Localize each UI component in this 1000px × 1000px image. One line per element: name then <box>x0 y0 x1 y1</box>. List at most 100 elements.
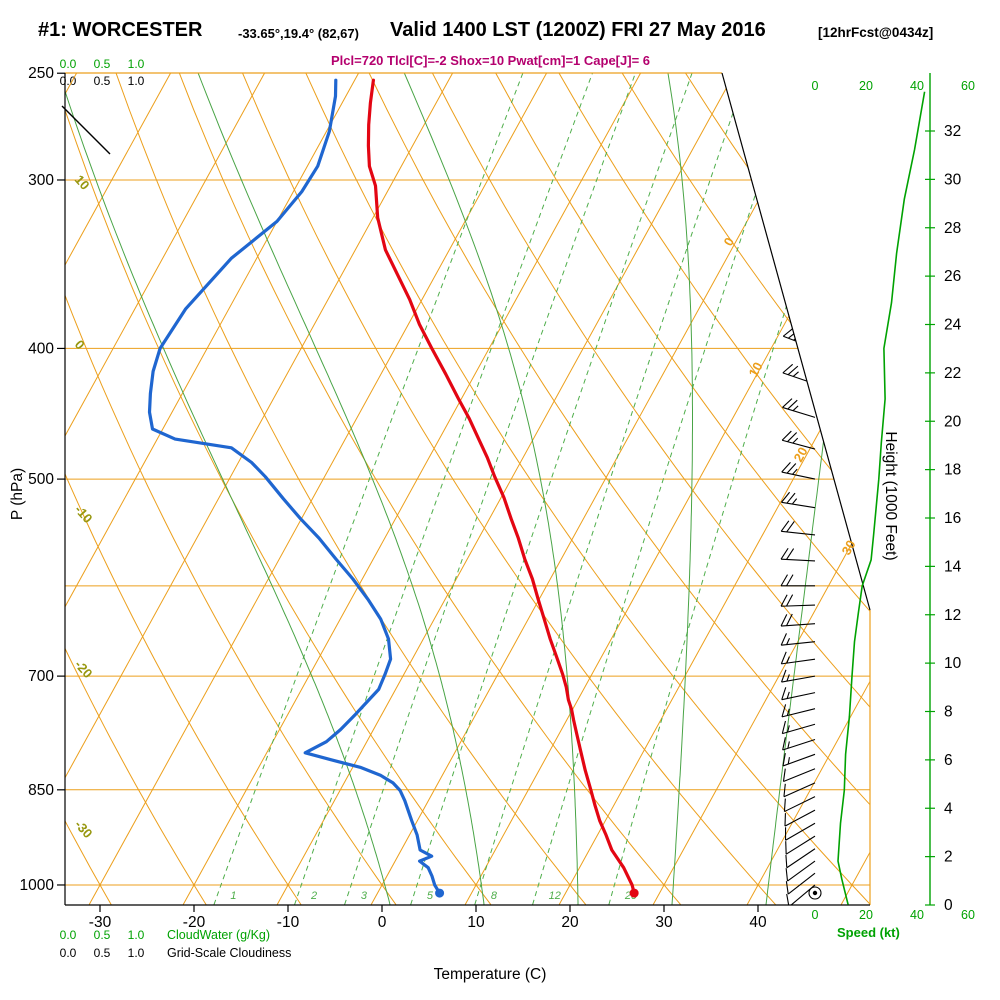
barb-tick <box>783 289 795 298</box>
mixing-ratio-line <box>213 73 524 905</box>
speed-profile-line <box>837 91 926 905</box>
adiabat-exit-label: 10 <box>72 172 93 193</box>
temperature-tick-label: 20 <box>561 914 579 931</box>
isotherm-line <box>182 73 641 905</box>
barb-tick <box>785 854 788 868</box>
barb-tick <box>786 594 794 607</box>
cloudiness-axis-label: Grid-Scale Cloudiness <box>167 946 292 960</box>
surface-temperature-dot <box>629 888 639 898</box>
barb-tick <box>783 798 786 812</box>
station-coords: -33.65°,19.4° (82,67) <box>238 26 359 41</box>
height-tick-label: 0 <box>944 897 953 914</box>
isotherm-exit-label: 10 <box>746 360 766 380</box>
dry-adiabat <box>558 73 870 905</box>
mixing-ratio-label: 8 <box>491 890 498 902</box>
adiabat-exit-label: -30 <box>72 817 96 841</box>
isotherm-line <box>652 73 870 905</box>
height-tick-label: 8 <box>944 704 953 721</box>
barb-staff <box>785 835 816 855</box>
mixing-ratio-label: 1 <box>230 890 236 902</box>
barb-staff <box>784 163 816 181</box>
barb-tick <box>787 399 798 410</box>
scale-tick: 1.0 <box>127 928 145 942</box>
barb-staff <box>785 110 816 130</box>
barb-staff <box>781 675 816 683</box>
adiabat-exit-label: -20 <box>72 657 96 681</box>
isotherm-exit-label: 20 <box>791 445 811 465</box>
barb-tick <box>793 293 805 303</box>
pressure-tick-label: 700 <box>28 668 54 685</box>
pressure-tick-label: 250 <box>28 65 54 82</box>
plot-frame <box>61 72 871 906</box>
barb-tick <box>785 881 789 895</box>
station-circle-dot <box>812 890 818 896</box>
cloudiness-scale-top: 0.0 0.5 1.0 <box>51 74 153 88</box>
barb-tick <box>794 208 806 217</box>
page-title: #1: WORCESTER <box>38 19 203 41</box>
mixing-ratio-line <box>344 73 636 905</box>
barb-tick <box>786 613 793 626</box>
dry-adiabat <box>242 73 776 905</box>
dry-adiabat <box>65 73 207 905</box>
height-tick-label: 4 <box>944 800 953 817</box>
barb-tick <box>780 491 791 503</box>
barb-staff <box>786 848 816 869</box>
scale-tick: 0.5 <box>93 57 111 71</box>
pressure-axis-label: P (hPa) <box>9 467 26 521</box>
barb-tick <box>787 365 799 376</box>
scale-tick: 0.5 <box>93 928 111 942</box>
isotherm-line <box>65 73 171 905</box>
adiabat-exit-label: -10 <box>72 502 96 526</box>
temperature-trace <box>366 78 636 895</box>
temperature-axis-label: Temperature (C) <box>433 966 547 983</box>
sounding-profiles <box>147 78 636 895</box>
barb-tick <box>793 252 806 261</box>
isotherm-line <box>464 73 870 905</box>
isotherm-line <box>65 73 265 905</box>
barb-tick <box>783 247 796 257</box>
barb-staff <box>784 809 816 827</box>
barb-tick <box>792 371 799 377</box>
mixing-ratio-line <box>294 73 593 905</box>
pressure-tick-label: 1000 <box>20 877 55 894</box>
scale-tick: 1.0 <box>127 57 145 71</box>
barb-staff <box>782 753 816 767</box>
mixing-ratio-line <box>608 73 861 905</box>
mixing-ratio-label: 3 <box>361 890 368 902</box>
speed-tick-label: 40 <box>910 908 924 922</box>
scale-tick: 1.0 <box>127 946 145 960</box>
temperature-tick-label: 0 <box>378 914 387 931</box>
cloudwater-scale-bottom: 0.0 0.5 1.0 CloudWater (g/Kg) <box>51 928 270 942</box>
barb-tick <box>781 461 791 473</box>
speed-tick-label: 0 <box>812 908 819 922</box>
barb-tick <box>782 737 786 751</box>
barb-tick <box>785 868 789 882</box>
barb-tick <box>799 167 806 172</box>
barb-staff <box>782 738 816 751</box>
adiabat-exit-label: 0 <box>72 337 88 352</box>
moist-adiabat <box>667 73 693 905</box>
mixing-ratio-label: 12 <box>549 890 561 902</box>
height-tick-label: 28 <box>944 220 961 237</box>
isotherm-line <box>65 73 359 905</box>
pressure-tick-label: 500 <box>28 471 54 488</box>
temperature-tick-label: -20 <box>183 914 206 931</box>
moist-adiabat <box>65 73 391 905</box>
barb-tick <box>783 783 786 797</box>
barb-tick <box>786 893 790 905</box>
barb-tick <box>799 214 806 220</box>
barb-tick <box>780 574 788 587</box>
barb-tick <box>787 432 798 443</box>
height-tick-label: 30 <box>944 171 962 188</box>
barb-tick <box>786 492 796 504</box>
height-tick-label: 26 <box>944 268 961 285</box>
barb-staff <box>781 708 816 718</box>
barb-tick <box>784 203 796 212</box>
speed-tick-label: 60 <box>961 79 975 93</box>
height-tick-label: 32 <box>944 123 961 140</box>
dry-adiabat <box>65 73 112 905</box>
barb-tick <box>786 674 790 682</box>
pressure-tick-label: 400 <box>28 340 54 357</box>
station-circle <box>808 886 822 900</box>
speed-tick-label: 20 <box>859 79 873 93</box>
